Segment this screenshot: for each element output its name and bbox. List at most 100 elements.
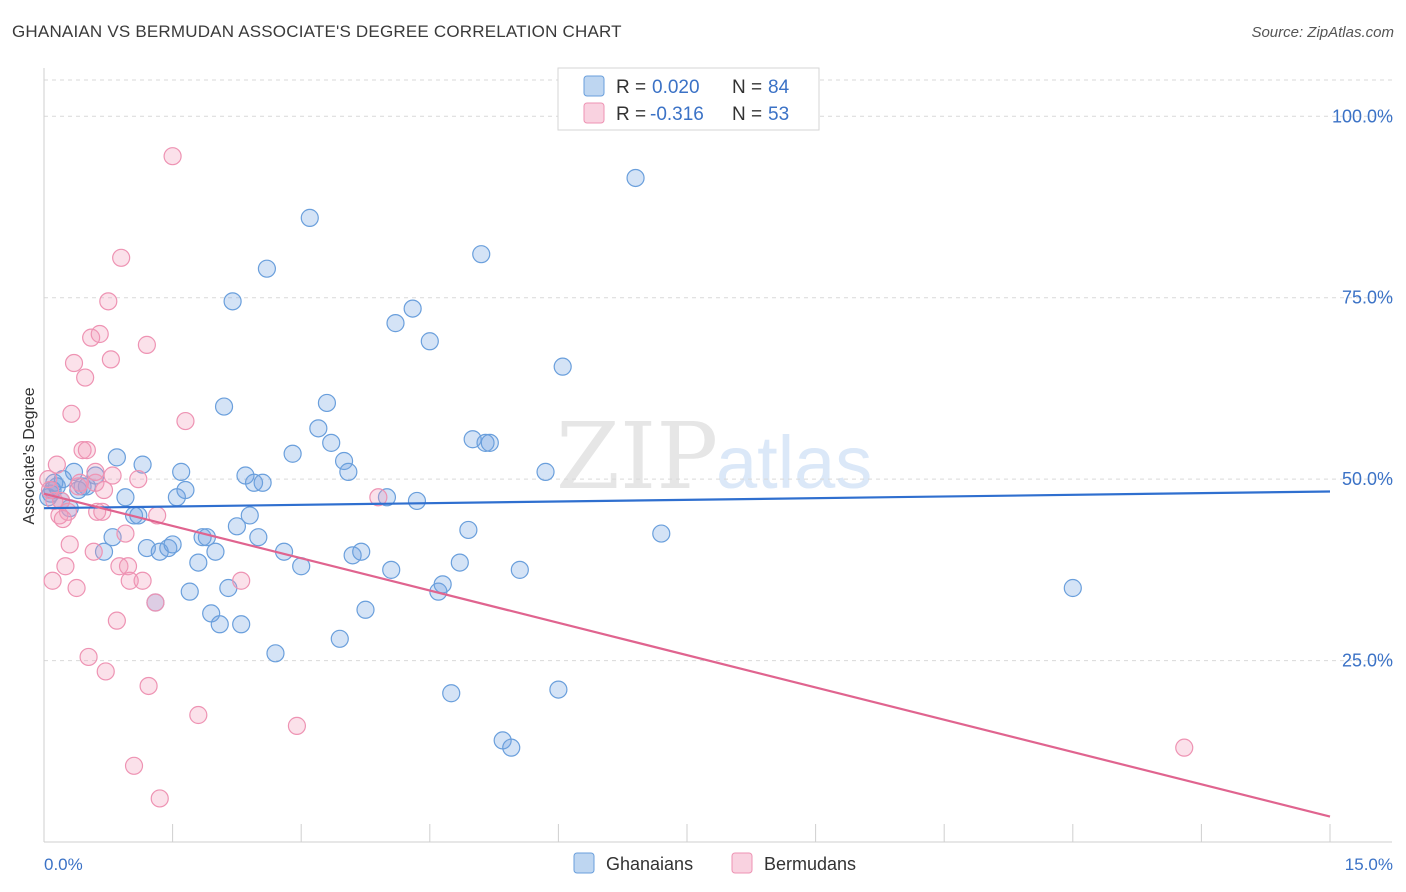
ghanaians-point-9 <box>94 542 114 561</box>
bermudans-point-15 <box>79 647 98 667</box>
ghanaians-point-63 <box>433 575 452 594</box>
bermudans-point-45 <box>369 488 388 507</box>
bermudans-point-8 <box>62 404 81 423</box>
legend-r-label-bermudans: R = <box>616 104 646 125</box>
legend-r-value-ghanaians: 0.020 <box>652 77 700 98</box>
bermudans-point-17 <box>84 542 103 561</box>
ghanaians-point-66 <box>459 520 478 540</box>
source-label: Source: ZipAtlas.com <box>1251 24 1394 41</box>
ghanaians-point-22 <box>172 462 191 481</box>
bermudans-point-33 <box>129 470 148 489</box>
ghanaians-point-24 <box>180 582 199 601</box>
bermudans-points <box>39 147 1194 808</box>
legend-r-value-bermudans: -0.316 <box>650 104 704 125</box>
ghanaians-point-57 <box>382 560 401 579</box>
bermudans-point-37 <box>146 593 165 612</box>
y-tick-labels: 25.0% 50.0% 75.0% 100.0% <box>1332 106 1393 670</box>
ghanaians-point-5 <box>64 462 84 481</box>
ghanaians-point-44 <box>283 444 302 463</box>
bermudans-point-51 <box>86 462 105 481</box>
ghanaians-point-30 <box>210 615 229 634</box>
bermudans-point-12 <box>73 441 92 460</box>
ghanaians-point-31 <box>214 397 234 416</box>
ghanaians-point-75 <box>549 680 568 699</box>
bermudans-point-35 <box>137 335 156 354</box>
bermudans-point-39 <box>150 789 169 808</box>
bermudans-point-29 <box>116 524 135 543</box>
ghanaians-point-33 <box>223 292 242 311</box>
ghanaians-point-12 <box>116 488 135 507</box>
ghanaians-point-59 <box>403 299 422 318</box>
ghanaians-point-35 <box>232 615 251 634</box>
legend-n-label-bermudans: N = <box>732 104 762 125</box>
y-tick-label-50: 50.0% <box>1342 469 1393 489</box>
bermudans-point-31 <box>120 571 139 590</box>
ghanaians-point-68 <box>472 245 491 264</box>
bermudans-point-3 <box>47 455 66 474</box>
ghanaians-point-29 <box>206 542 225 561</box>
bermudans-point-1 <box>43 571 62 590</box>
ghanaians-point-11 <box>107 448 126 467</box>
legend-n-value-ghanaians: 84 <box>768 77 790 98</box>
bermudans-point-7 <box>60 535 79 554</box>
bermudans-point-36 <box>139 676 158 696</box>
ghanaians-point-76 <box>553 357 572 376</box>
bermudans-point-42 <box>189 705 208 725</box>
ghanaians-point-49 <box>322 433 341 452</box>
ghanaians-point-39 <box>249 528 268 547</box>
bermudans-point-43 <box>232 571 251 590</box>
ghanaians-point-46 <box>300 208 319 227</box>
ghanaians-point-69 <box>476 433 495 452</box>
ghanaians-point-55 <box>356 600 375 619</box>
bermudans-point-46 <box>1175 738 1194 757</box>
ghanaians-point-15 <box>133 455 152 474</box>
ghanaians-point-51 <box>334 451 354 471</box>
bermudans-point-24 <box>101 350 120 369</box>
ghanaians-point-78 <box>652 524 671 543</box>
bermudans-point-21 <box>94 480 114 500</box>
ghanaians-trend-line <box>43 490 1331 510</box>
bottom-legend-ghanaians: Ghanaians <box>606 854 693 874</box>
ghanaians-point-47 <box>309 419 328 438</box>
ghanaians-point-54 <box>352 542 371 561</box>
bermudans-point-25 <box>103 466 122 485</box>
bermudans-point-49 <box>53 509 72 529</box>
watermark-atlas: atlas <box>716 421 872 504</box>
ghanaians-point-73 <box>510 560 529 579</box>
ghanaians-point-48 <box>317 393 337 413</box>
legend-r-label-ghanaians: R = <box>616 77 646 98</box>
bermudans-point-50 <box>70 473 90 492</box>
chart-title: GHANAIAN VS BERMUDAN ASSOCIATE'S DEGREE … <box>12 22 622 41</box>
bermudans-point-22 <box>96 662 115 681</box>
y-tick-label-75: 75.0% <box>1342 288 1393 308</box>
ghanaians-point-65 <box>450 553 469 572</box>
ghanaians-point-52 <box>339 462 358 481</box>
legend-n-label-ghanaians: N = <box>732 77 762 98</box>
axes <box>43 68 1392 843</box>
ghanaians-point-61 <box>420 332 439 351</box>
ghanaians-point-77 <box>626 168 645 188</box>
x-tick-label-max: 15.0% <box>1345 855 1393 874</box>
ghanaians-point-74 <box>536 462 555 481</box>
x-tick-label-min: 0.0% <box>44 855 83 874</box>
bottom-legend-swatch-ghanaians <box>573 852 595 874</box>
ghanaians-point-34 <box>227 517 246 536</box>
bermudans-point-20 <box>90 324 109 344</box>
legend: R = 0.020 N = 84 R = -0.316 N = 53 <box>557 67 820 131</box>
ghanaians-point-37 <box>240 506 259 525</box>
bottom-legend: Ghanaians Bermudans <box>573 852 856 874</box>
bermudans-point-40 <box>163 147 182 166</box>
bermudans-point-23 <box>99 292 118 311</box>
bermudans-point-14 <box>77 441 96 460</box>
legend-swatch-ghanaians <box>583 75 605 97</box>
ghanaians-point-41 <box>257 259 277 278</box>
ghanaians-point-60 <box>407 491 427 511</box>
legend-n-value-bermudans: 53 <box>768 104 789 125</box>
ghanaians-point-20 <box>163 535 182 554</box>
bermudans-point-41 <box>176 411 195 431</box>
y-axis-label: Associate's Degree <box>21 387 38 524</box>
y-tick-label-25: 25.0% <box>1342 651 1393 671</box>
bermudans-point-44 <box>287 716 307 735</box>
ghanaians-point-64 <box>442 684 461 703</box>
